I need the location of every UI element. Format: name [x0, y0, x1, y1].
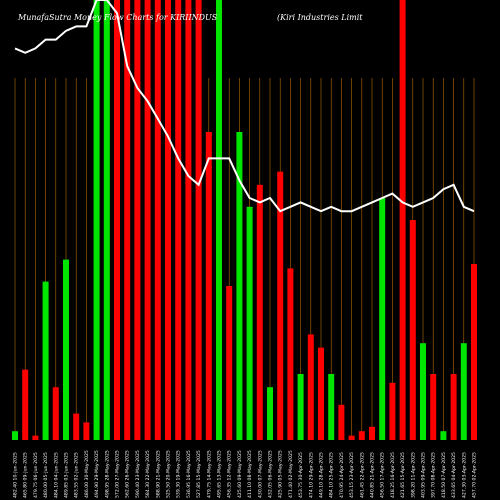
x-tick-label: 489.85 03-Jun-2025 [64, 452, 70, 498]
x-tick-label: 425.60 09-May-2025 [237, 450, 243, 498]
bar-down [154, 0, 161, 440]
bar-up [297, 374, 304, 440]
price-line [14, 0, 475, 213]
bar-up [93, 0, 100, 440]
bar-down [114, 0, 120, 440]
bar-down [369, 426, 375, 440]
x-tick-label: 449.10 28-Apr-2025 [319, 452, 325, 498]
bar-down [318, 347, 324, 440]
bar-down [287, 268, 294, 440]
bar-down [195, 0, 202, 440]
x-tick-label: 440.85 21-Apr-2025 [370, 452, 376, 498]
price-line-layer [14, 0, 475, 213]
bar-up [63, 259, 69, 440]
bar-down [165, 0, 171, 440]
x-tick-label: 421.65 15-Apr-2025 [400, 452, 406, 498]
x-tick-label: 480.00 05-Jun-2025 [43, 452, 49, 498]
x-tick-label: 398.20 11-Apr-2025 [410, 452, 416, 498]
bar-down [205, 132, 212, 440]
bar-up [328, 374, 335, 440]
x-tick-label: 465.80 09-Jun-2025 [23, 452, 29, 498]
bar-down [124, 0, 131, 440]
x-tick-label: 479.75 14-May-2025 [206, 450, 212, 498]
x-tick-label: 461.45 22-Apr-2025 [359, 452, 365, 498]
x-tick-label: 427.30 03-Apr-2025 [461, 452, 467, 498]
bars-layer [12, 0, 477, 440]
x-tick-label: 453.15 23-Apr-2025 [349, 452, 355, 498]
bar-up [420, 343, 426, 440]
bar-down [22, 369, 29, 440]
x-tick-label: 453.75 30-Apr-2025 [298, 452, 304, 498]
x-tick-label: 418.50 07-Apr-2025 [441, 452, 447, 498]
x-tick-labels: 482.40 10-Jun-2025 465.80 09-Jun-2025 479.… [13, 450, 478, 498]
x-tick-label: 484.10 04-Jun-2025 [53, 452, 59, 498]
x-tick-label: 474.10 29-Apr-2025 [308, 452, 314, 498]
bar-down [389, 382, 396, 440]
x-tick-label: 590.40 23-May-2025 [135, 450, 141, 498]
x-tick-label: 456.35 12-May-2025 [227, 450, 233, 498]
x-tick-label: 539.30 19-May-2025 [176, 450, 182, 498]
bar-down [409, 220, 416, 440]
bar-down [471, 264, 477, 440]
chart-title-right: (Kiri Industries Limit [277, 13, 363, 22]
x-tick-label: 584.30 22-May-2025 [145, 450, 151, 498]
x-tick-label: 479.75 06-Jun-2025 [33, 452, 39, 498]
bar-up [460, 343, 467, 440]
bar-down [83, 422, 90, 440]
x-tick-label: 456.50 17-Apr-2025 [380, 452, 386, 498]
bar-down [144, 0, 151, 440]
bar-down [134, 0, 141, 440]
bar-up [42, 281, 49, 440]
bar-up [267, 387, 273, 440]
x-tick-label: 527.85 15-May-2025 [196, 450, 202, 498]
x-tick-label: 483.55 02-Jun-2025 [74, 452, 80, 498]
x-tick-label: 525.50 20-May-2025 [166, 450, 172, 498]
chart-title-left: MunafaSutra Money Flow Charts for KIRIIN… [17, 13, 218, 22]
bar-down [226, 286, 233, 440]
x-tick-label: 471.40 02-May-2025 [288, 450, 294, 498]
x-tick-label: 572.00 27-May-2025 [115, 450, 121, 498]
bar-down [73, 413, 80, 440]
x-tick-label: 430.00 07-May-2025 [257, 450, 263, 498]
x-tick-label: 425.90 05-May-2025 [278, 450, 284, 498]
x-tick-label: 494.90 29-May-2025 [94, 450, 100, 498]
x-tick-label: 418.25 16-Apr-2025 [390, 452, 396, 498]
x-tick-label: 470.95 24-Apr-2025 [339, 452, 345, 498]
bar-up [246, 206, 253, 440]
bar-up [440, 431, 447, 440]
x-tick-label: 498.95 28-May-2025 [104, 450, 110, 498]
x-tick-label: 484.10 25-Apr-2025 [329, 452, 335, 498]
bar-up [236, 132, 243, 440]
x-tick-label: 397.70 08-Apr-2025 [431, 452, 437, 498]
bar-down [358, 431, 365, 440]
bar-up [12, 431, 18, 440]
bar-down [256, 184, 263, 440]
bar-down [399, 0, 406, 440]
x-tick-label: 433.65 04-Apr-2025 [451, 452, 457, 498]
bar-up [379, 198, 386, 440]
bar-down [338, 404, 345, 440]
x-tick-label: 482.40 10-Jun-2025 [13, 452, 19, 498]
x-tick-label: 536.95 16-May-2025 [186, 450, 192, 498]
x-tick-label: 403.95 09-Apr-2025 [421, 452, 427, 498]
bar-down [277, 171, 284, 440]
x-tick-label: 562.60 26-May-2025 [125, 450, 131, 498]
bar-down [32, 435, 39, 440]
x-tick-label: 411.10 08-May-2025 [247, 450, 253, 498]
bar-down [307, 334, 314, 440]
bar-down [450, 374, 457, 440]
bar-down [430, 374, 437, 440]
bar-down [185, 0, 192, 440]
bar-down [348, 435, 355, 440]
x-tick-label: 432.05 06-May-2025 [268, 450, 274, 498]
bar-down [175, 0, 182, 440]
x-tick-label: 457.70 02-Apr-2025 [472, 452, 478, 498]
x-tick-label: 588.90 21-May-2025 [155, 450, 161, 498]
bar-up [103, 0, 110, 440]
bar-up [216, 0, 222, 440]
x-tick-label: 495.65 13-May-2025 [217, 450, 223, 498]
bar-down [52, 387, 59, 440]
x-tick-label: 486.00 30-May-2025 [84, 450, 90, 498]
